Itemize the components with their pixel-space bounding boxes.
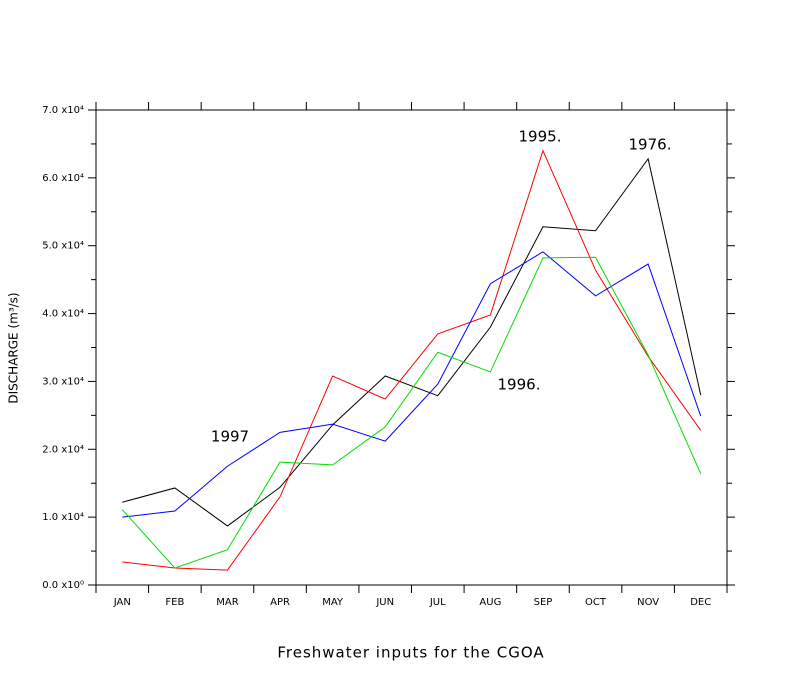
y-tick-label: 6.0 x10⁴ [42,173,84,184]
x-tick-label: APR [270,597,290,608]
x-tick-label: FEB [165,597,184,608]
x-tick-label: SEP [534,597,553,608]
x-tick-label: MAY [322,597,344,608]
y-tick-label: 1.0 x10⁴ [42,512,84,523]
annotation: 1996. [498,376,541,394]
x-tick-label: NOV [637,597,659,608]
y-tick-label: 3.0 x10⁴ [42,376,84,387]
x-tick-label: OCT [585,597,607,608]
annotation: 1995. [519,128,562,146]
x-tick-label: DEC [690,597,711,608]
x-tick-label: AUG [479,597,501,608]
line-series [122,149,702,571]
y-tick-label: 4.0 x10⁴ [42,309,84,320]
y-tick-label: 2.0 x10⁴ [42,444,84,455]
x-tick-label: JUL [429,597,446,608]
line-series [122,157,702,527]
x-tick-label: JAN [113,597,131,608]
y-tick-label: 7.0 x10⁴ [42,105,84,116]
x-tick-label: MAR [216,597,238,608]
annotation: 1976. [629,136,672,154]
y-axis-label: DISCHARGE (m³/s) [7,292,21,403]
y-tick-label: 0.0 x10⁰ [42,580,84,591]
annotation: 1997 [211,428,249,446]
x-tick-label: JUN [375,597,394,608]
line-series [121,256,702,569]
y-tick-label: 5.0 x10⁴ [42,241,84,252]
chart-title: Freshwater inputs for the CGOA [277,644,544,662]
line-series [122,251,702,518]
